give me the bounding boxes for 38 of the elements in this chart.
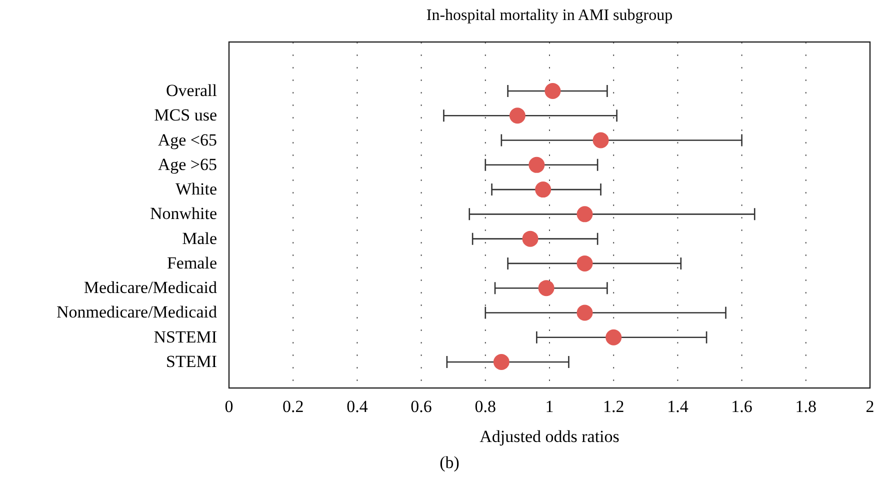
point (606, 329, 622, 346)
x-tick-label: 1.2 (602, 397, 624, 416)
y-tick-label: MCS use (154, 106, 217, 125)
y-tick-label: Overall (166, 81, 218, 100)
x-axis-title: Adjusted odds ratios (480, 427, 620, 446)
x-tick-label: 0.4 (346, 397, 368, 416)
text: (b) (440, 453, 460, 472)
y-tick-label: Age <65 (158, 130, 217, 150)
x-tick-label: 1.6 (731, 397, 752, 416)
y-tick-label: Age >65 (158, 154, 217, 174)
y-tick-label: NSTEMI (154, 327, 218, 346)
y-tick-label: Medicare/Medicaid (84, 278, 218, 298)
point (493, 354, 510, 370)
y-tick-label: Male (182, 228, 217, 248)
point (576, 206, 593, 222)
x-tick-label: 2 (866, 397, 874, 416)
y-tick-label: Nonmedicare/Medicaid (56, 302, 218, 322)
y-tick-label: Nonwhite (150, 204, 217, 224)
x-tick-label: 1.8 (795, 397, 817, 416)
x-tick-label: 0.2 (282, 397, 304, 416)
point (528, 156, 545, 173)
point (538, 280, 554, 296)
x-tick-label: 0.6 (410, 397, 432, 416)
y-tick-label: White (175, 180, 217, 199)
point (576, 255, 593, 272)
y-tick-label: Female (166, 253, 217, 272)
point (522, 230, 538, 247)
point (544, 83, 561, 99)
point (535, 182, 552, 198)
y-tick-label: STEMI (166, 352, 218, 371)
x-tick-label: 0.8 (474, 397, 496, 416)
x-tick-label: 0 (224, 397, 234, 416)
x-tick-label: 1.4 (667, 397, 689, 416)
x-tick-label: 1 (545, 397, 554, 416)
point (576, 304, 593, 321)
point (509, 108, 526, 124)
point (592, 132, 609, 148)
chart-title: In-hospital mortality in AMI subgroup (426, 7, 673, 24)
